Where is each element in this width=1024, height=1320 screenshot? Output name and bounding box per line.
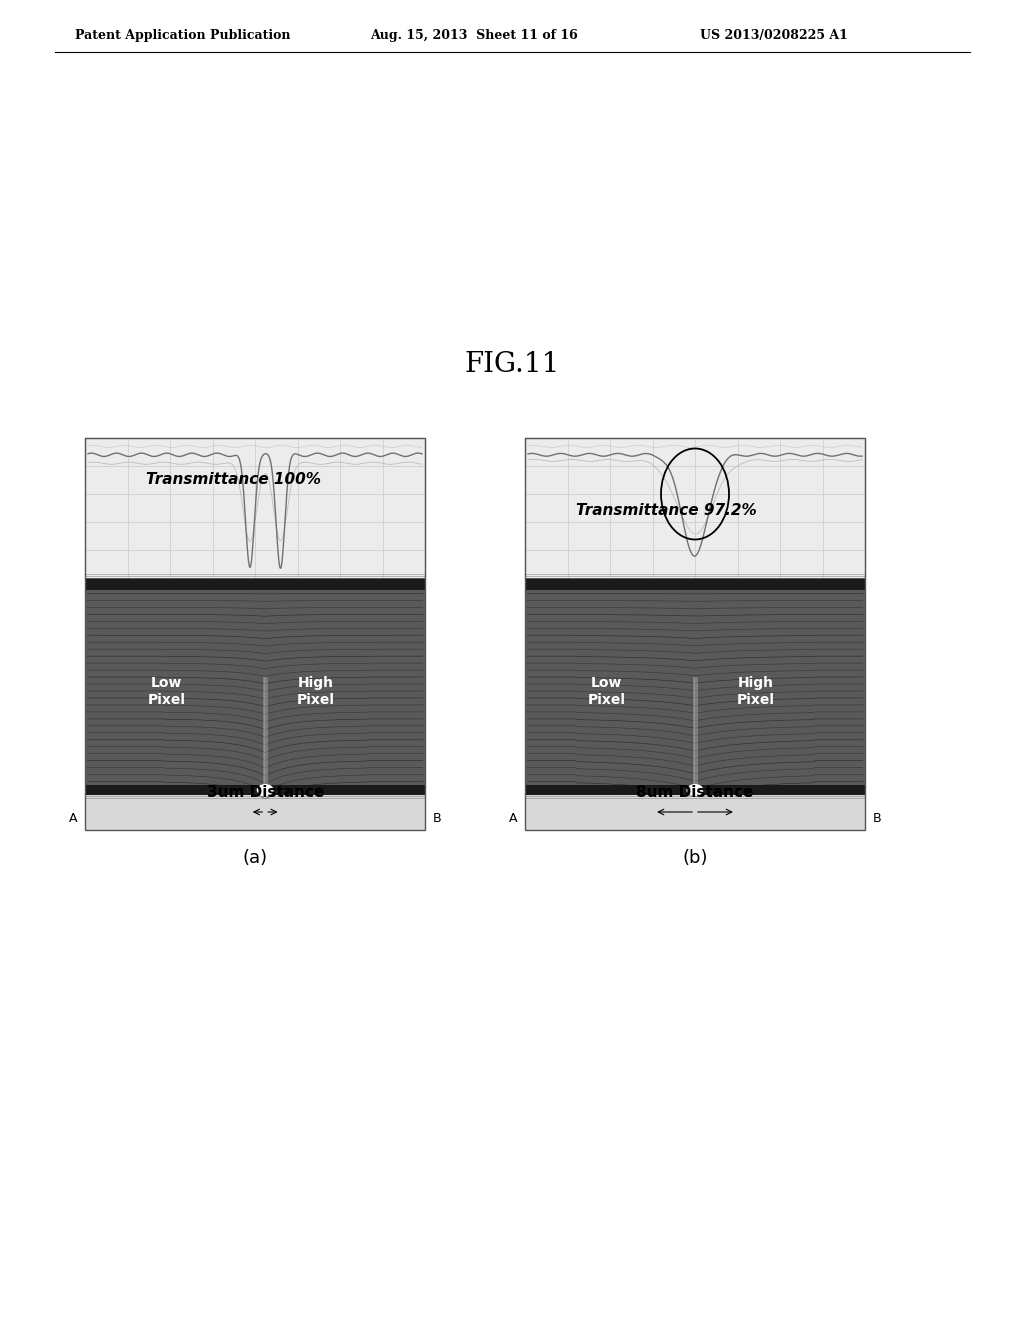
Polygon shape	[525, 795, 865, 830]
Text: (b): (b)	[682, 849, 708, 867]
Text: Transmittance 97.2%: Transmittance 97.2%	[575, 503, 757, 519]
Text: (a): (a)	[243, 849, 267, 867]
Text: Low
Pixel: Low Pixel	[147, 676, 185, 706]
Text: A: A	[69, 812, 77, 825]
Text: Low
Pixel: Low Pixel	[588, 676, 626, 706]
Text: 8um Distance: 8um Distance	[636, 785, 754, 800]
Text: B: B	[872, 812, 882, 825]
Polygon shape	[525, 438, 865, 578]
Polygon shape	[85, 795, 425, 830]
Text: FIG.11: FIG.11	[464, 351, 560, 379]
Text: High
Pixel: High Pixel	[737, 676, 775, 706]
Text: A: A	[509, 812, 517, 825]
Text: US 2013/0208225 A1: US 2013/0208225 A1	[700, 29, 848, 42]
Polygon shape	[525, 785, 865, 795]
Polygon shape	[525, 578, 865, 590]
Text: Aug. 15, 2013  Sheet 11 of 16: Aug. 15, 2013 Sheet 11 of 16	[370, 29, 578, 42]
Polygon shape	[85, 590, 425, 785]
Ellipse shape	[686, 784, 703, 796]
Text: Patent Application Publication: Patent Application Publication	[75, 29, 291, 42]
Ellipse shape	[257, 784, 273, 796]
Text: B: B	[433, 812, 441, 825]
Text: Transmittance 100%: Transmittance 100%	[146, 473, 322, 487]
Text: 3um Distance: 3um Distance	[207, 785, 324, 800]
Polygon shape	[85, 578, 425, 590]
Polygon shape	[525, 590, 865, 785]
Polygon shape	[85, 785, 425, 795]
Polygon shape	[85, 438, 425, 578]
Text: High
Pixel: High Pixel	[297, 676, 335, 706]
